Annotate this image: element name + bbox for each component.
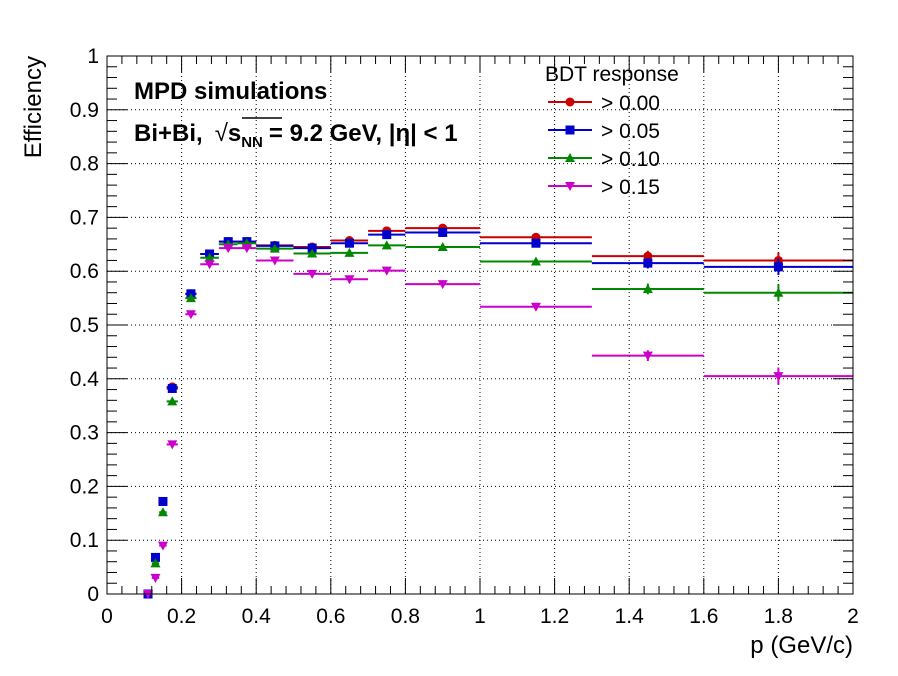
x-axis-title: p (GeV/c) xyxy=(750,632,853,659)
y-tick-label: 0.5 xyxy=(70,314,99,337)
legend-label: > 0.00 xyxy=(601,92,660,115)
x-tick-label: 1.2 xyxy=(540,605,569,628)
data-point xyxy=(344,275,355,285)
y-tick-label: 0.1 xyxy=(70,529,99,552)
axis-tick-labels: 0 0.2 0.4 0.6 0.8 1 1.2 1.4 1.6 1.8 2 0 0.1 0.2 0.3 0.4… xyxy=(70,45,859,628)
data-point xyxy=(773,287,784,297)
legend-marker xyxy=(565,125,575,135)
data-point xyxy=(167,396,178,406)
y-tick-label: 0 xyxy=(87,583,99,606)
energy-s: s xyxy=(228,120,241,147)
annotation-title: MPD simulations xyxy=(134,78,327,105)
x-tick-label: 0.4 xyxy=(242,605,272,628)
series-2 xyxy=(150,238,853,568)
data-point xyxy=(269,256,280,266)
data-point xyxy=(437,280,448,290)
data-point xyxy=(204,260,215,270)
data-point xyxy=(185,293,196,303)
x-tick-label: 1 xyxy=(474,605,486,628)
legend-label: > 0.15 xyxy=(601,176,660,199)
data-point xyxy=(150,573,161,583)
legend-marker xyxy=(565,153,575,162)
x-tick-label: 1.4 xyxy=(615,605,645,628)
data-point xyxy=(185,310,196,320)
data-point xyxy=(150,558,161,568)
data-point xyxy=(381,266,392,276)
data-point xyxy=(150,552,160,562)
energy-subscript: NN xyxy=(241,134,263,151)
sqrt-symbol: √ xyxy=(215,120,229,147)
x-tick-label: 1.6 xyxy=(689,605,718,628)
grid xyxy=(107,56,853,594)
data-point xyxy=(642,351,653,361)
data-point xyxy=(773,372,784,382)
legend-marker xyxy=(565,97,575,107)
annotation-energy-eta: = 9.2 GeV, |η| < 1 xyxy=(269,120,458,147)
annotation-system: Bi+Bi, xyxy=(134,120,203,147)
data-point xyxy=(307,269,318,279)
y-tick-label: 0.6 xyxy=(70,260,99,283)
legend-label: > 0.10 xyxy=(601,148,660,171)
data-point xyxy=(438,227,448,237)
data-point xyxy=(158,496,168,506)
data-point xyxy=(241,244,252,254)
x-tick-label: 0 xyxy=(101,605,113,628)
data-point xyxy=(307,248,318,258)
x-tick-label: 0.8 xyxy=(391,605,420,628)
legend: BDT response > 0.00 > 0.05 > 0.10 > 0.15 xyxy=(545,63,679,199)
y-tick-label: 0.2 xyxy=(70,475,99,498)
x-tick-label: 2 xyxy=(847,605,859,628)
data-point xyxy=(344,247,355,257)
legend-title: BDT response xyxy=(545,63,679,86)
data-point xyxy=(382,230,392,240)
axis-ticks xyxy=(106,55,854,595)
y-tick-label: 0.4 xyxy=(70,368,100,391)
data-point xyxy=(344,238,354,248)
data-point xyxy=(643,258,653,268)
y-tick-label: 0.7 xyxy=(70,206,99,229)
y-tick-label: 1 xyxy=(87,45,99,68)
legend-label: > 0.05 xyxy=(601,120,660,143)
y-tick-label: 0.3 xyxy=(70,422,99,445)
data-point xyxy=(167,440,178,450)
data-layer xyxy=(143,223,853,599)
y-tick-label: 0.9 xyxy=(70,99,99,122)
x-tick-label: 0.6 xyxy=(316,605,345,628)
data-point xyxy=(642,283,653,293)
data-point xyxy=(530,256,541,266)
x-tick-label: 0.2 xyxy=(167,605,196,628)
y-tick-label: 0.8 xyxy=(70,153,99,176)
y-axis-title: Efficiency xyxy=(20,56,47,158)
annotation-collision: Bi+Bi, √sNN = 9.2 GeV, |η| < 1 xyxy=(134,120,458,151)
data-point xyxy=(223,244,234,254)
data-point xyxy=(307,243,317,253)
data-point xyxy=(773,262,783,272)
x-tick-label: 1.8 xyxy=(764,605,793,628)
data-point xyxy=(167,383,177,393)
data-point xyxy=(381,240,392,250)
data-point xyxy=(157,541,168,551)
data-point xyxy=(643,251,653,261)
data-point xyxy=(531,238,541,248)
data-point xyxy=(530,302,541,312)
data-point xyxy=(157,507,168,517)
legend-marker xyxy=(565,182,575,191)
series-3 xyxy=(143,244,853,599)
data-point xyxy=(204,252,215,262)
data-point xyxy=(437,241,448,251)
data-point xyxy=(269,243,280,253)
